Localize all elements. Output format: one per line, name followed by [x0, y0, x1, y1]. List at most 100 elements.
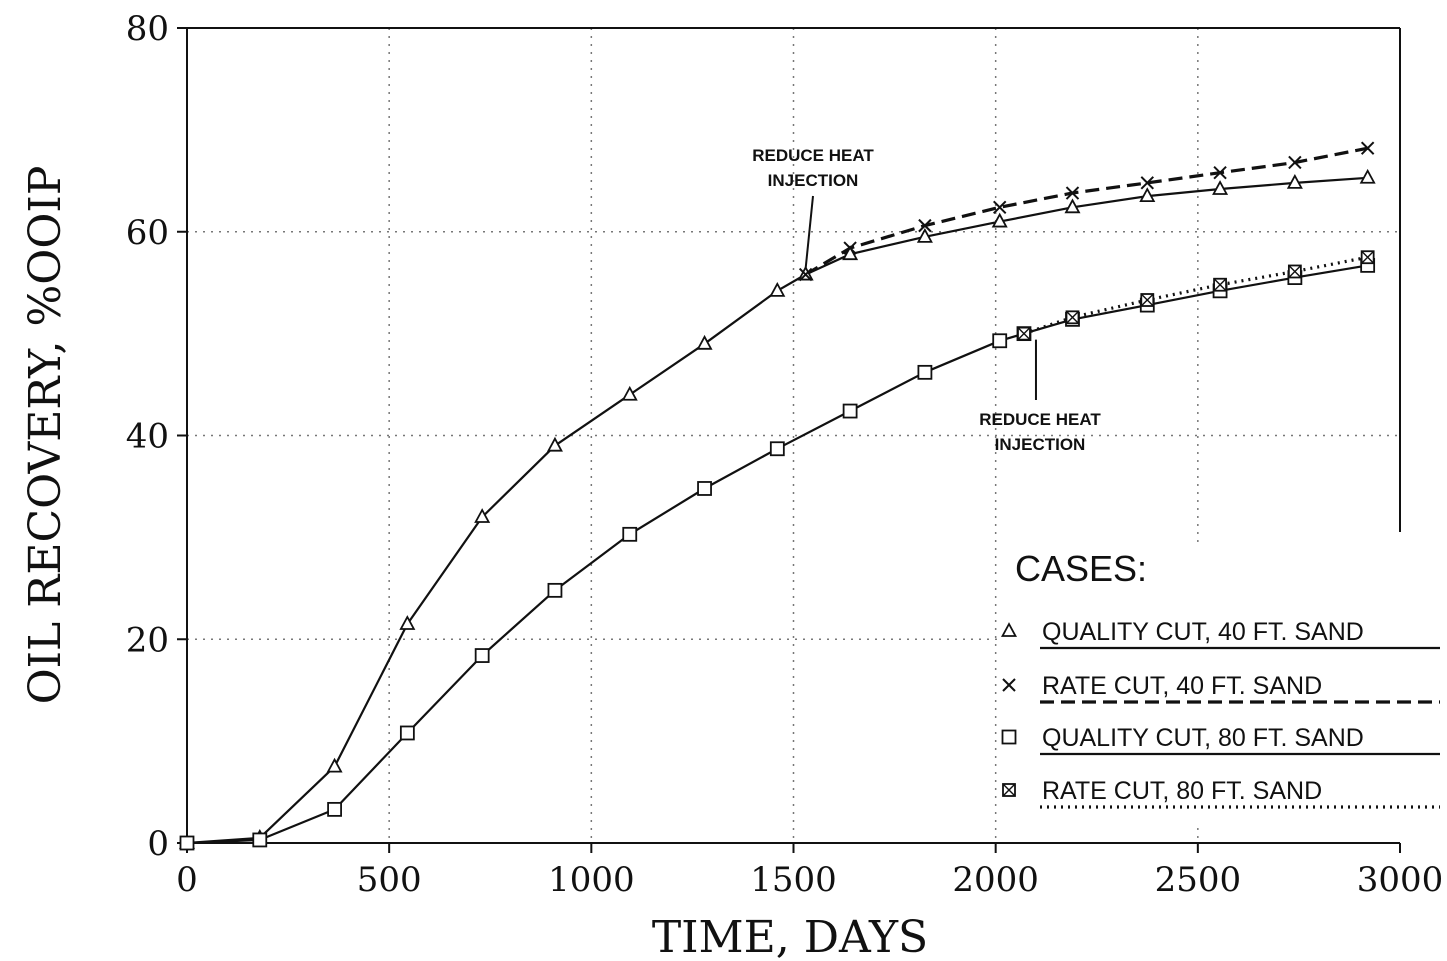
series-1-point-6-shape	[546, 436, 563, 452]
series-4-point-2	[1065, 310, 1080, 325]
series-3-point-12	[992, 333, 1008, 349]
series-1-point-7-shape	[621, 385, 638, 401]
series-4-point-5-stroke-b	[1288, 264, 1302, 278]
series-1-point-17-shape	[1286, 173, 1303, 189]
series-1-point-13	[991, 212, 1008, 228]
series-3-point-2-shape	[252, 832, 268, 848]
series-3-point-2	[252, 832, 268, 848]
x-tick-label-3000: 3000	[1357, 860, 1444, 900]
series-4-point-5	[1287, 264, 1302, 279]
legend-marker-series-4	[1002, 783, 1016, 797]
series-2-point-2	[843, 241, 857, 255]
series-3-point-5	[474, 648, 490, 663]
series-2-point-5	[1065, 186, 1080, 200]
series-1-point-16-shape	[1212, 180, 1229, 195]
series-1-point-5-shape	[474, 508, 491, 523]
legend-marker-series-4-stroke-b	[1002, 783, 1016, 797]
series-4-point-6-stroke-b	[1361, 250, 1375, 264]
annotation-1-line2: INJECTION	[768, 171, 859, 190]
series-1-point-8-shape	[696, 334, 713, 350]
series-3-point-4	[399, 725, 415, 741]
series-3-point-10-shape	[842, 403, 858, 419]
series-1-point-9	[769, 281, 786, 297]
legend-marker-series-3	[1001, 729, 1017, 745]
series-1-point-14-shape	[1064, 198, 1081, 214]
series-3-point-5-shape	[474, 648, 490, 663]
series-1-point-4	[399, 615, 416, 630]
x-tick-label-2500: 2500	[1155, 860, 1242, 900]
series-4-point-4	[1213, 277, 1227, 292]
legend-marker-series-2	[1002, 678, 1016, 692]
series-1-point-13-shape	[991, 212, 1008, 228]
series-2-point-4	[993, 200, 1007, 215]
series-1-point-11-shape	[842, 245, 859, 261]
series-2-point-6-stroke-b	[1140, 176, 1154, 190]
series-3-point-10	[842, 403, 858, 419]
series-3-point-9	[769, 441, 785, 457]
series-1-point-15-shape	[1139, 187, 1156, 202]
series-3-point-7-shape	[622, 526, 638, 542]
x-tick-label-0: 0	[176, 860, 198, 900]
y-tick-label-0: 0	[147, 824, 169, 864]
legend-marker-series-3-shape	[1001, 729, 1017, 745]
series-1-point-18-shape	[1359, 168, 1376, 184]
series-1-point-9-shape	[769, 281, 786, 297]
series-2-point-7-stroke-b	[1213, 165, 1227, 180]
series-3-point-4-shape	[399, 725, 415, 741]
series-1-point-8	[696, 334, 713, 350]
series-2-point-3	[918, 218, 932, 233]
series-3-point-11-shape	[917, 364, 933, 380]
series-4-point-6	[1360, 250, 1375, 265]
series-1-point-6	[546, 436, 563, 452]
series-2-point-9	[1360, 141, 1375, 155]
series-1-point-4-shape	[399, 615, 416, 630]
series-3-point-9-shape	[769, 441, 785, 457]
series-3-point-11	[917, 364, 933, 380]
y-tick-label-60: 60	[126, 213, 169, 253]
annotation-1-leader	[804, 195, 814, 269]
y-tick-label-80: 80	[126, 9, 169, 49]
series-4-line	[1023, 255, 1369, 336]
series-2-point-3-stroke-b	[918, 218, 932, 233]
x-tick-label-1000: 1000	[548, 860, 635, 900]
series-2-point-8	[1288, 155, 1302, 170]
series-1-point-15	[1139, 187, 1156, 202]
series-4-point-3-stroke-b	[1140, 293, 1154, 307]
series-1-point-7	[621, 385, 638, 401]
series-4-point-1	[1017, 326, 1031, 341]
legend-marker-series-2-stroke-b	[1002, 678, 1016, 692]
series-4-point-1-stroke-b	[1017, 327, 1031, 341]
series-1-point-11	[842, 245, 859, 261]
legend: CASES: QUALITY CUT, 40 FT. SAND RATE CUT…	[1000, 548, 1447, 828]
series-2-point-1	[798, 267, 813, 282]
series-2-point-1-stroke-b	[798, 267, 813, 282]
annotation-1-line1: REDUCE HEAT	[752, 146, 874, 165]
series-1-point-16	[1212, 180, 1229, 195]
series-1-point-12	[916, 227, 933, 243]
annotation-2-line1: REDUCE HEAT	[979, 410, 1101, 429]
x-tick-label-1500: 1500	[750, 860, 837, 900]
y-axis-title: OIL RECOVERY, %OOIP	[20, 166, 71, 705]
legend-label-series-2: RATE CUT, 40 FT. SAND	[1042, 672, 1322, 700]
legend-marker-series-1	[1000, 622, 1018, 637]
series-2-point-5-stroke-b	[1065, 186, 1080, 200]
series-2-point-6	[1140, 176, 1154, 190]
legend-label-series-1: QUALITY CUT, 40 FT. SAND	[1042, 618, 1364, 646]
legend-background	[1000, 548, 1447, 828]
series-3-point-7	[622, 526, 638, 542]
series-4-point-2-stroke-b	[1065, 310, 1079, 324]
legend-label-series-3: QUALITY CUT, 80 FT. SAND	[1042, 724, 1364, 752]
series-2-point-4-stroke-b	[993, 200, 1007, 215]
series-3-point-6	[547, 582, 563, 598]
series-4-point-4-stroke-b	[1213, 278, 1227, 292]
axis-ticks: 0 500 1000 1500 2000 2500 3000 0 20 40 60 80	[126, 9, 1444, 900]
series-2-point-2-stroke-b	[843, 241, 857, 255]
series-1-point-14	[1064, 198, 1081, 214]
x-tick-label-500: 500	[357, 860, 422, 900]
annotation-2-line2: INJECTION	[995, 435, 1086, 454]
legend-label-series-4: RATE CUT, 80 FT. SAND	[1042, 777, 1322, 805]
series-3-point-1-shape	[179, 835, 195, 851]
y-tick-label-40: 40	[126, 417, 169, 457]
series-2-point-9-stroke-b	[1360, 141, 1375, 155]
